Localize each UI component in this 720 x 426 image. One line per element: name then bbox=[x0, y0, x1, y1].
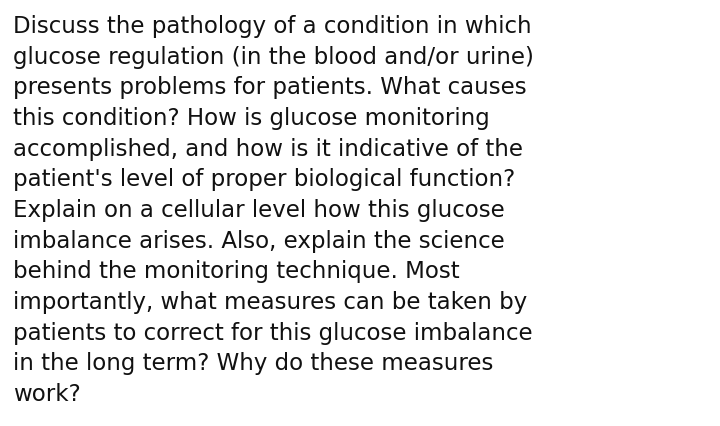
Text: accomplished, and how is it indicative of the: accomplished, and how is it indicative o… bbox=[13, 138, 523, 161]
Text: presents problems for patients. What causes: presents problems for patients. What cau… bbox=[13, 76, 526, 99]
Text: in the long term? Why do these measures: in the long term? Why do these measures bbox=[13, 352, 493, 375]
Text: patients to correct for this glucose imbalance: patients to correct for this glucose imb… bbox=[13, 322, 533, 345]
Text: Explain on a cellular level how this glucose: Explain on a cellular level how this glu… bbox=[13, 199, 505, 222]
Text: glucose regulation (in the blood and/or urine): glucose regulation (in the blood and/or … bbox=[13, 46, 534, 69]
Text: Discuss the pathology of a condition in which: Discuss the pathology of a condition in … bbox=[13, 15, 531, 38]
Text: behind the monitoring technique. Most: behind the monitoring technique. Most bbox=[13, 260, 459, 283]
Text: work?: work? bbox=[13, 383, 81, 406]
Text: imbalance arises. Also, explain the science: imbalance arises. Also, explain the scie… bbox=[13, 230, 505, 253]
Text: patient's level of proper biological function?: patient's level of proper biological fun… bbox=[13, 168, 516, 191]
Text: this condition? How is glucose monitoring: this condition? How is glucose monitorin… bbox=[13, 107, 490, 130]
Text: importantly, what measures can be taken by: importantly, what measures can be taken … bbox=[13, 291, 527, 314]
